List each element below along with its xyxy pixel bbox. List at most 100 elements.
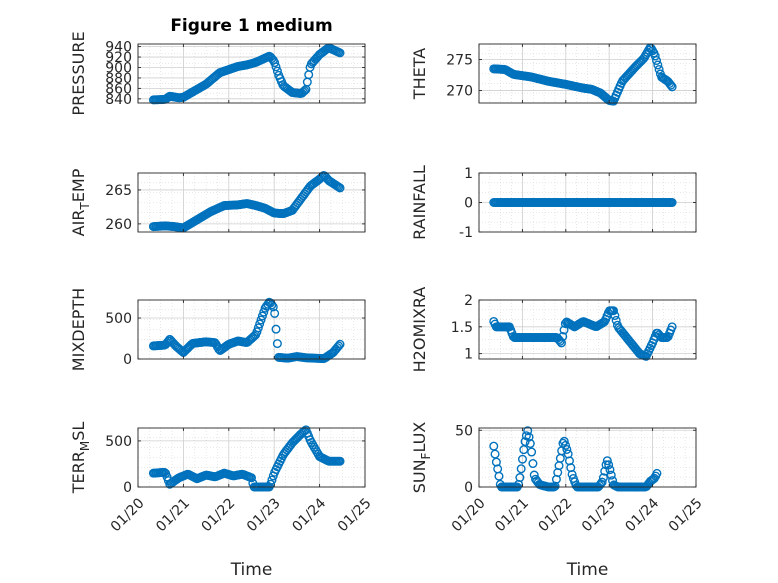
y-tick-label: 1 — [464, 347, 473, 363]
y-tick-label: 50 — [455, 423, 473, 439]
subplot-rainfall: -1 0 1 RAINFALL — [410, 165, 697, 241]
y-axis-label-main: AIR — [69, 210, 88, 237]
data-point — [256, 315, 266, 325]
y-tick-label: 920 — [105, 50, 132, 66]
y-axis-label: THETA — [410, 48, 429, 100]
data-point — [653, 60, 663, 70]
data-point — [334, 182, 344, 192]
data-point — [298, 87, 308, 97]
y-axis-label-suffix: LUX — [410, 422, 429, 453]
data-point — [652, 56, 662, 66]
subplot-h2omixra: 1 1.5 2 H2OMIXRA — [410, 287, 697, 373]
data-point — [494, 471, 504, 481]
y-tick-label: 860 — [105, 81, 132, 97]
data-point — [300, 86, 310, 96]
y-tick-label: 1.5 — [451, 320, 473, 336]
data-point — [159, 467, 169, 477]
data-point — [559, 325, 569, 335]
y-tick-label: 500 — [105, 434, 132, 450]
data-point — [271, 62, 281, 72]
y-axis-label-suffix: EMP — [69, 168, 88, 202]
data-point — [335, 339, 345, 349]
y-axis-label-main: H2OMIXRA — [410, 287, 429, 373]
data-point — [335, 456, 345, 466]
y-axis-label: AIRTEMP — [69, 168, 92, 236]
data-point — [604, 460, 614, 470]
subplot-mixdepth: 0 500 MIXDEPTH — [69, 288, 366, 371]
data-point — [558, 438, 568, 448]
data-point — [556, 338, 566, 348]
data-point — [527, 447, 537, 457]
y-axis-label-subscript: T — [78, 202, 92, 211]
y-tick-label: 0 — [464, 196, 473, 212]
data-point — [609, 306, 619, 316]
y-axis-label-main: SUN — [410, 459, 429, 493]
y-tick-label: 940 — [105, 40, 132, 56]
y-tick-label: 2 — [464, 293, 473, 309]
data-point — [253, 323, 263, 333]
y-tick-label: 0 — [464, 480, 473, 496]
y-tick-label: -1 — [459, 225, 473, 241]
y-axis-label-suffix: SL — [69, 422, 88, 441]
data-point — [270, 308, 280, 318]
figure-title: Figure 1 medium — [170, 16, 332, 36]
data-point — [654, 64, 664, 74]
data-point — [334, 341, 344, 351]
y-tick-label: 0 — [123, 352, 132, 368]
y-axis-label-main: TERR — [69, 451, 88, 494]
data-point — [561, 440, 571, 450]
data-point — [517, 454, 527, 464]
y-tick-label: 265 — [105, 183, 132, 199]
y-axis-label-main: MIXDEPTH — [69, 288, 88, 371]
data-point — [667, 82, 677, 92]
axes-box — [137, 427, 366, 488]
x-tick-label: 01/24 — [289, 495, 329, 535]
data-point — [255, 319, 265, 329]
axes-box — [478, 299, 697, 360]
y-axis-label-main: THETA — [410, 48, 429, 100]
data-point — [271, 324, 281, 334]
data-point — [525, 439, 535, 449]
x-tick-label: 01/23 — [579, 495, 619, 535]
y-axis-label: PRESSURE — [69, 31, 88, 115]
data-point — [252, 327, 262, 337]
y-axis-label: MIXDEPTH — [69, 288, 88, 371]
data-point — [597, 477, 607, 487]
x-tick-label: 01/21 — [153, 495, 193, 535]
data-point — [667, 197, 677, 207]
data-point — [555, 336, 565, 346]
data-point — [598, 473, 608, 483]
x-tick-label: 01/24 — [622, 495, 662, 535]
y-tick-label: 260 — [105, 217, 132, 233]
x-tick-label: 01/20 — [449, 495, 489, 535]
axes-box — [137, 43, 366, 104]
data-point — [606, 470, 616, 480]
data-point — [335, 183, 345, 193]
data-point — [652, 468, 662, 478]
y-axis-label-subscript: M — [78, 441, 92, 451]
x-axis-label: Time — [230, 560, 273, 580]
data-point — [257, 311, 267, 321]
y-tick-label: 270 — [446, 84, 473, 100]
data-point — [600, 466, 610, 476]
y-tick-label: 500 — [105, 311, 132, 327]
y-tick-label: 900 — [105, 60, 132, 76]
y-tick-label: 0 — [123, 480, 132, 496]
y-tick-label: 880 — [105, 71, 132, 87]
subplot-airtemp: 260 265 AIRTEMP — [69, 168, 366, 236]
data-point — [335, 48, 345, 58]
data-point — [272, 339, 282, 349]
y-tick-label: 1 — [464, 166, 473, 182]
data-point — [524, 432, 534, 442]
x-tick-label: 01/22 — [536, 495, 576, 535]
y-tick-label: 840 — [105, 92, 132, 108]
data-point — [610, 311, 620, 321]
x-tick-label: 01/25 — [335, 495, 375, 535]
data-point — [650, 51, 660, 61]
data-point — [602, 456, 612, 466]
y-axis-label: SUNFLUX — [410, 422, 433, 494]
axes-box — [478, 43, 697, 104]
data-point — [268, 302, 278, 312]
